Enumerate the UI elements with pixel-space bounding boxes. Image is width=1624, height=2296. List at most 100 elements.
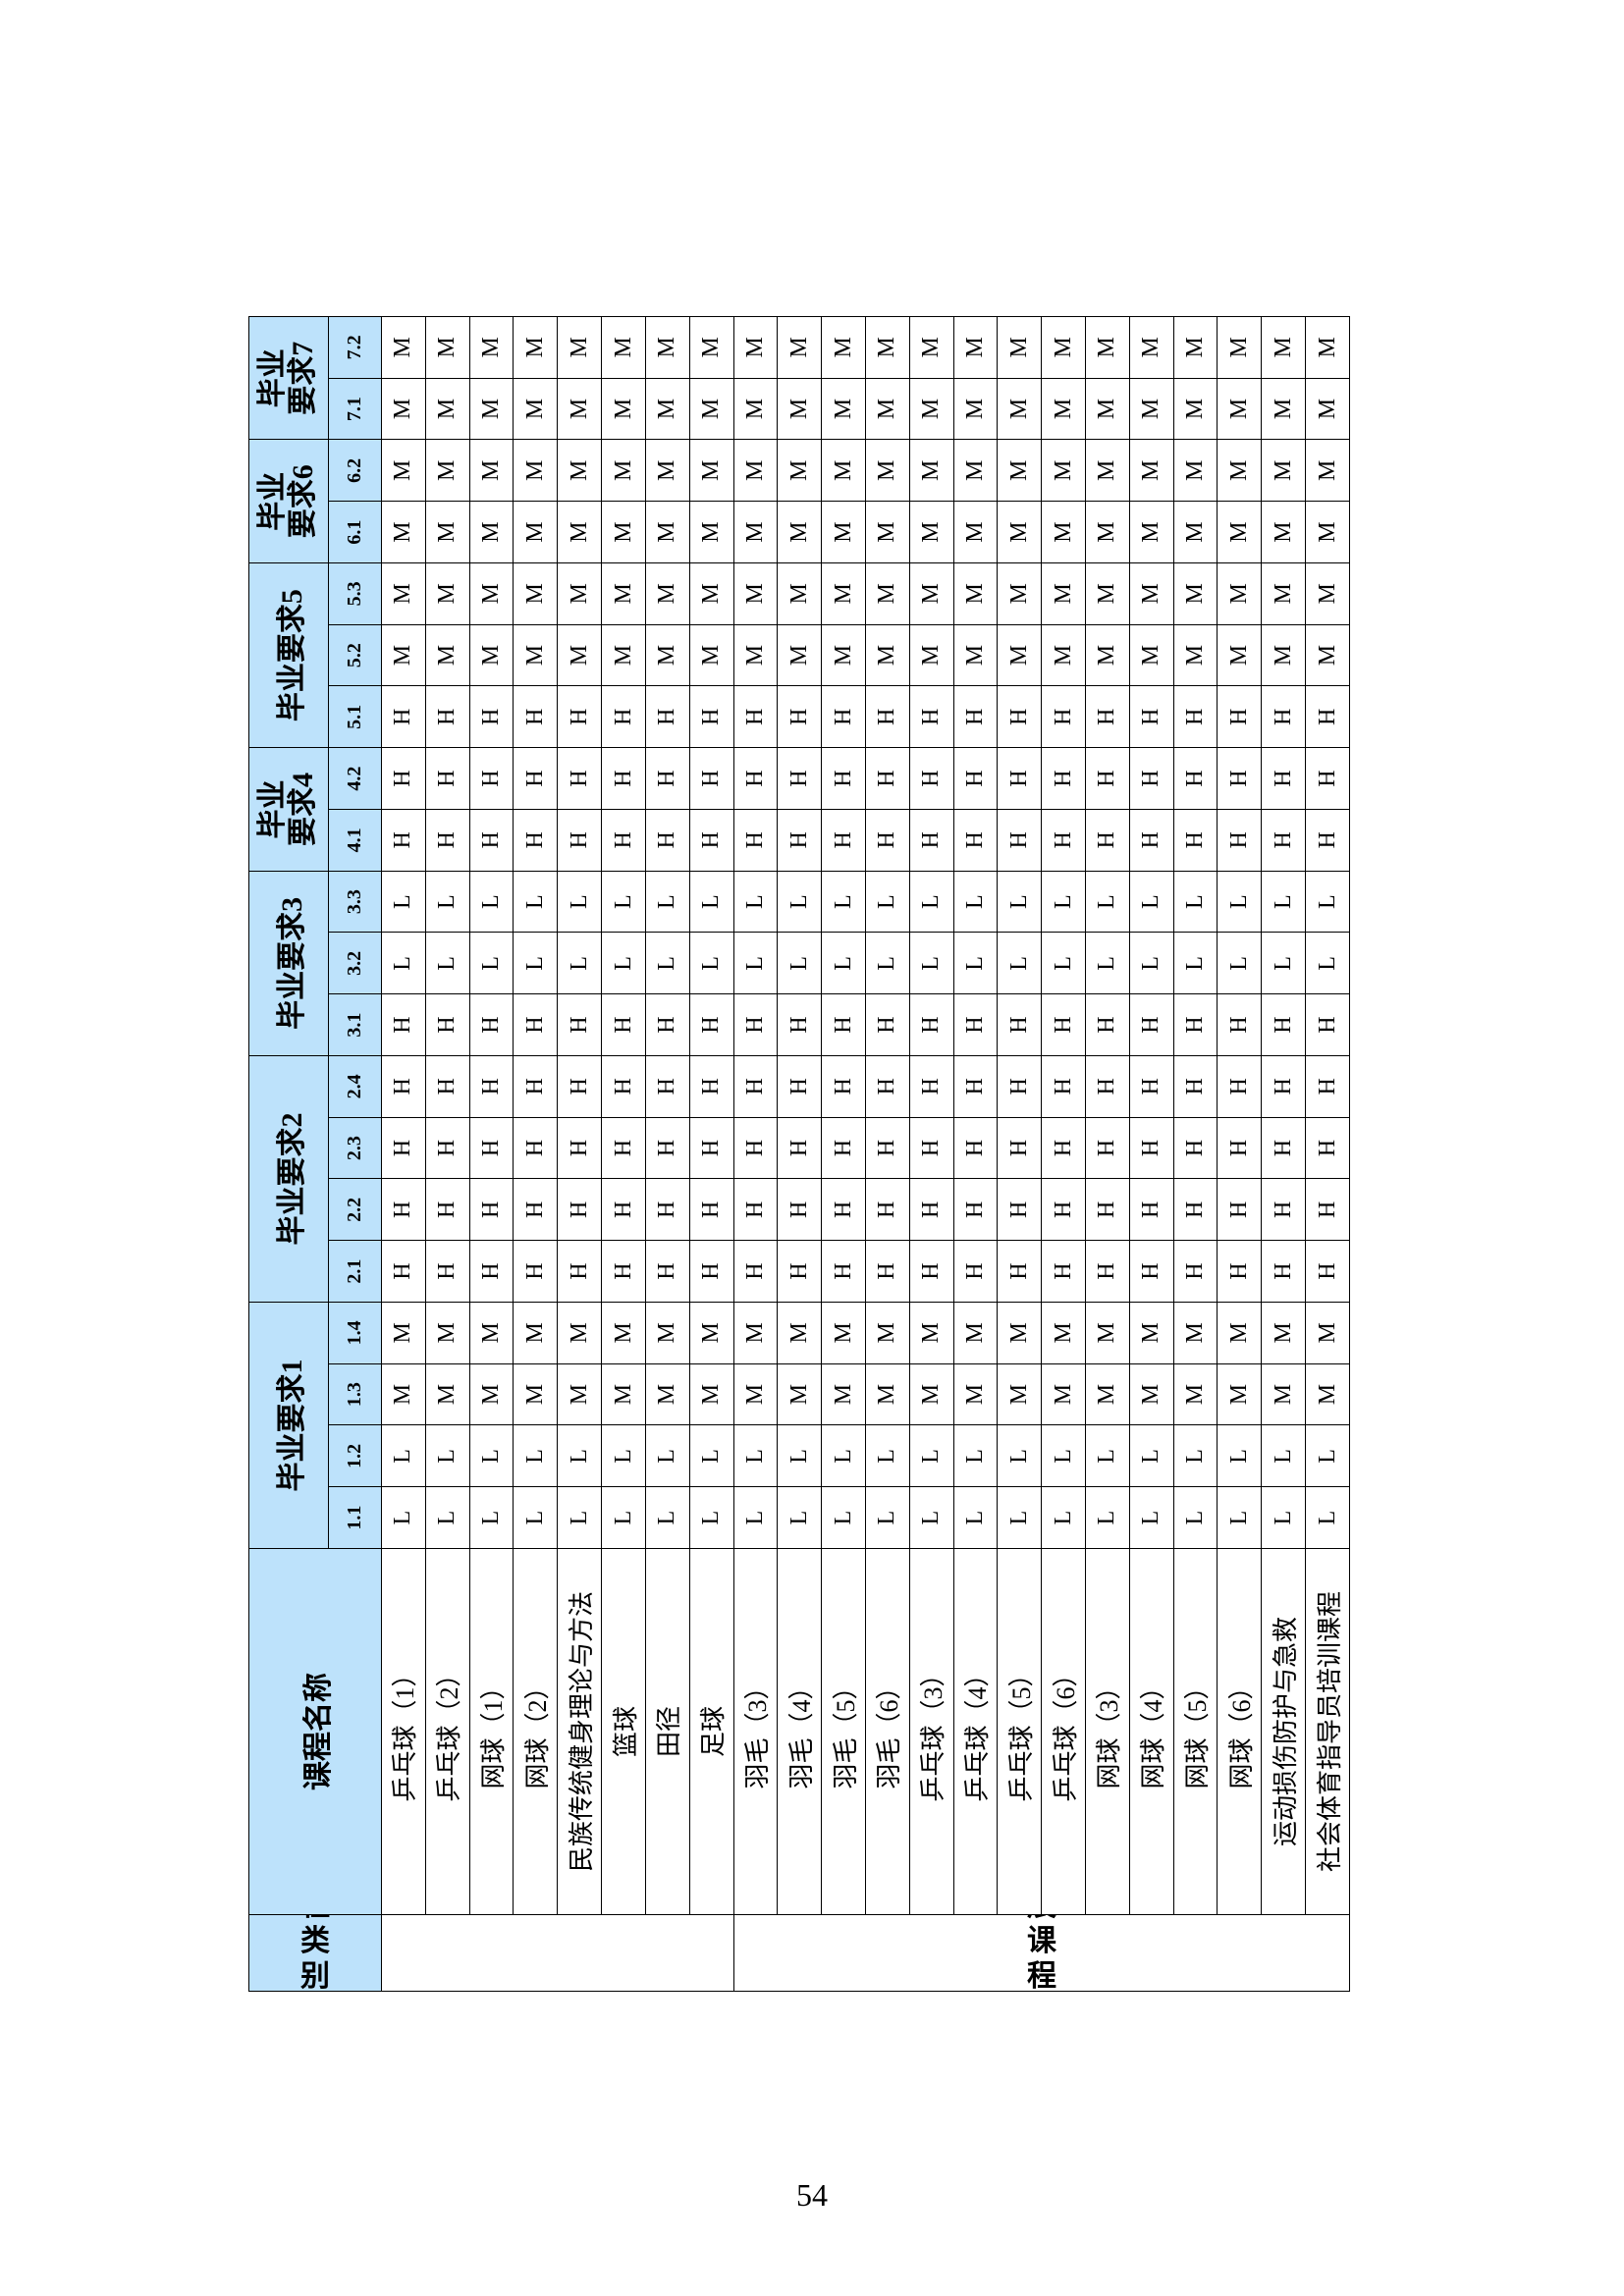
mark-cell: M [1305,562,1350,625]
mark-cell: L [997,871,1042,933]
mark-cell: H [381,809,426,872]
mark-cell: H [601,993,646,1056]
mark-cell: H [1261,993,1306,1056]
mark-cell: H [381,1240,426,1303]
mark-cell: H [557,1179,602,1241]
mark-cell: H [601,685,646,748]
mark-cell: M [689,378,734,440]
mark-cell: L [733,1486,778,1549]
mark-cell: H [689,1117,734,1179]
group-header: 毕业要求5 [248,562,329,748]
indicator-header: 5.1 [328,685,382,748]
mark-cell: L [469,933,514,994]
data-row: 网球（1） L L M M H H H H H L L H H H M M M M M M [469,316,514,1991]
mark-cell: M [381,1363,426,1425]
mark-cell: L [557,933,602,994]
mark-cell: H [777,685,822,748]
mark-cell: H [1173,1240,1218,1303]
group-label: 毕业要求2 [276,1112,309,1246]
mark-cell: H [557,809,602,872]
mark-cell: L [909,871,954,933]
mark-cell: H [425,747,470,810]
mark-cell: H [513,1179,558,1241]
mark-cell: H [1173,685,1218,748]
category-cell: 专业自主发展课程 [733,1914,1350,1992]
mark-cell: L [557,871,602,933]
mark-cell: M [1173,439,1218,502]
mark-cell: L [689,1425,734,1487]
mark-cell: H [513,1117,558,1179]
mark-cell: L [1041,1425,1086,1487]
mark-cell: M [1173,1302,1218,1364]
mark-cell: H [1129,993,1174,1056]
mark-cell: M [557,624,602,686]
mark-cell: M [425,562,470,625]
mark-cell: L [733,871,778,933]
mark-cell: H [1041,993,1086,1056]
mark-cell: H [909,809,954,872]
data-row: 篮球 L L M M H H H H H L L H H H M M M M M M [601,316,646,1991]
mark-cell: M [1085,378,1130,440]
mark-cell: H [381,1055,426,1118]
mark-cell: H [1129,685,1174,748]
mark-cell: H [601,1117,646,1179]
mark-cell: M [997,1363,1042,1425]
mark-cell: H [1129,1179,1174,1241]
mark-cell: L [1261,1486,1306,1549]
mark-cell: H [425,809,470,872]
mark-cell: H [381,685,426,748]
mark-cell: M [909,378,954,440]
mark-cell: H [1173,1055,1218,1118]
course-name: 乒乓球（2） [425,1548,470,1915]
mark-cell: M [1041,1363,1086,1425]
mark-cell: M [513,1302,558,1364]
mark-cell: M [1173,501,1218,563]
indicator-header: 2.2 [328,1179,382,1241]
data-row: 足球 L L M M H H H H H L L H H H M M M M M M [689,316,734,1991]
indicator-header: 2.1 [328,1240,382,1303]
mark-cell: M [557,562,602,625]
mark-cell: H [1261,1055,1306,1118]
mark-cell: M [1129,562,1174,625]
mark-cell: M [645,1302,690,1364]
mark-cell: M [777,439,822,502]
mark-cell: H [1085,685,1130,748]
mark-cell: L [1129,933,1174,994]
mark-cell: M [1305,1363,1350,1425]
course-name: 民族传统健身理论与方法 [557,1548,602,1915]
mark-cell: L [513,933,558,994]
mark-cell: M [469,316,514,379]
mark-cell: M [733,1302,778,1364]
mark-cell: L [1217,933,1262,994]
mark-cell: H [1217,1117,1262,1179]
mark-cell: L [777,871,822,933]
mark-cell: M [997,624,1042,686]
mark-cell: H [1173,1179,1218,1241]
mark-cell: H [425,1117,470,1179]
mark-cell: L [733,933,778,994]
mark-cell: L [557,1425,602,1487]
mark-cell: M [1261,624,1306,686]
mark-cell: M [909,439,954,502]
data-row: 羽毛（5） L L M M H H H H H L L H H H M M M M M M [821,316,866,1991]
mark-cell: H [909,685,954,748]
mark-cell: M [381,316,426,379]
mark-cell: M [381,562,426,625]
mark-cell: H [513,685,558,748]
mark-cell: L [601,1425,646,1487]
mark-cell: M [733,501,778,563]
mark-cell: M [953,1302,998,1364]
mark-cell: L [689,871,734,933]
data-row: 民族传统健身理论与方法 L L M M H H H H H L L H H H M M M M M M [557,316,602,1991]
mark-cell: M [1261,501,1306,563]
mark-cell: H [953,1117,998,1179]
mark-cell: M [513,501,558,563]
mark-cell: H [689,993,734,1056]
mark-cell: H [469,993,514,1056]
mark-cell: L [777,1425,822,1487]
mark-cell: M [1305,501,1350,563]
mark-cell: L [1041,1486,1086,1549]
group-header: 毕业要求6 [248,439,329,563]
mark-cell: H [557,747,602,810]
page-number: 54 [796,2177,828,2213]
